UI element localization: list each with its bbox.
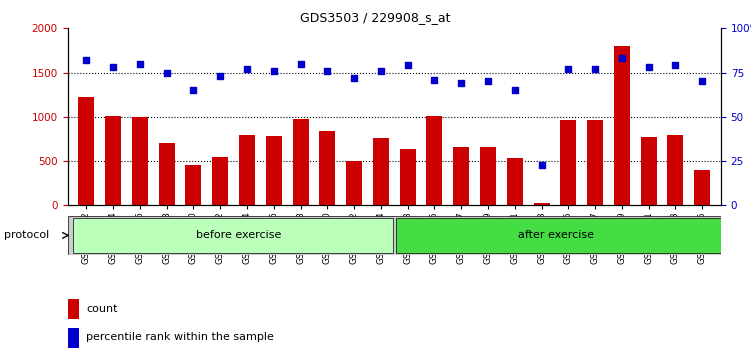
Bar [213,156,228,205]
Text: after exercise: after exercise [518,230,594,240]
Bar [694,170,710,205]
Point [562,66,575,72]
Text: GDS3503 / 229908_s_at: GDS3503 / 229908_s_at [300,11,451,24]
Bar [293,120,309,205]
Point [348,75,360,81]
Bar [68,299,80,319]
Bar [641,137,656,205]
Bar [372,138,389,205]
Bar [560,120,576,205]
Bar [396,218,721,253]
Text: protocol: protocol [4,230,49,240]
Point [482,79,494,84]
Point [134,61,146,67]
Bar [507,158,523,205]
Point [375,68,387,74]
Point [321,68,333,74]
Bar [587,120,603,205]
Bar [158,143,175,205]
Point [402,63,414,68]
Point [294,61,306,67]
Point [428,77,440,82]
Bar [668,136,683,205]
Point [696,79,708,84]
Bar [78,97,95,205]
Text: before exercise: before exercise [196,230,282,240]
Point [455,80,467,86]
Bar [239,136,255,205]
Bar [453,147,469,205]
Point [214,73,226,79]
Point [188,87,200,93]
Point [616,56,628,61]
Point [107,64,119,70]
Bar [132,117,148,205]
Bar [266,136,282,205]
Bar [480,147,496,205]
Bar [400,149,416,205]
Text: count: count [86,304,117,314]
Point [161,70,173,75]
Bar [319,131,336,205]
Point [535,162,547,167]
Point [508,87,520,93]
Bar [346,161,362,205]
Bar [68,328,80,348]
Bar [73,218,393,253]
Point [589,66,601,72]
Point [241,66,253,72]
Point [268,68,280,74]
Bar [533,202,550,205]
Point [643,64,655,70]
Text: percentile rank within the sample: percentile rank within the sample [86,332,274,342]
Bar [105,116,121,205]
Bar [614,46,630,205]
Bar [427,116,442,205]
Point [80,57,92,63]
Point [669,63,681,68]
Bar [185,166,201,205]
